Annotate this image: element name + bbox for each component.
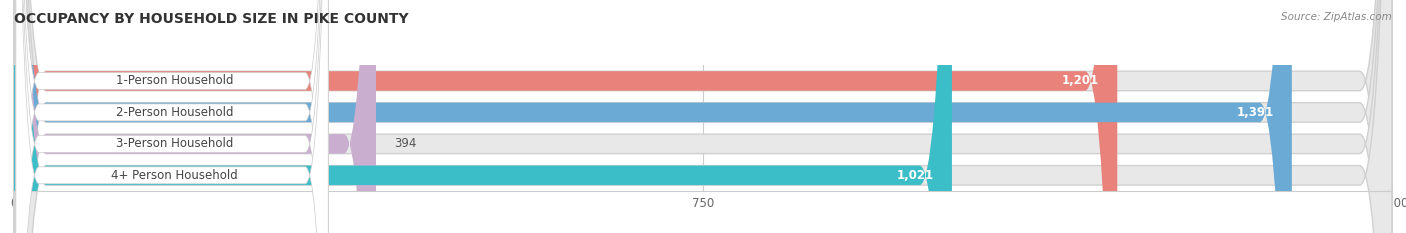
Text: Source: ZipAtlas.com: Source: ZipAtlas.com xyxy=(1281,12,1392,22)
FancyBboxPatch shape xyxy=(14,0,1392,233)
FancyBboxPatch shape xyxy=(14,0,1392,233)
Text: OCCUPANCY BY HOUSEHOLD SIZE IN PIKE COUNTY: OCCUPANCY BY HOUSEHOLD SIZE IN PIKE COUN… xyxy=(14,12,409,26)
Text: 2-Person Household: 2-Person Household xyxy=(117,106,233,119)
FancyBboxPatch shape xyxy=(15,0,328,233)
Text: 4+ Person Household: 4+ Person Household xyxy=(111,169,238,182)
FancyBboxPatch shape xyxy=(14,0,1392,233)
FancyBboxPatch shape xyxy=(14,0,952,233)
Text: 1,021: 1,021 xyxy=(897,169,934,182)
Text: 1,391: 1,391 xyxy=(1236,106,1274,119)
FancyBboxPatch shape xyxy=(15,0,328,233)
FancyBboxPatch shape xyxy=(15,0,328,233)
Text: 1-Person Household: 1-Person Household xyxy=(117,75,233,87)
FancyBboxPatch shape xyxy=(14,0,1392,233)
FancyBboxPatch shape xyxy=(14,0,1118,233)
Text: 1,201: 1,201 xyxy=(1062,75,1099,87)
Text: 3-Person Household: 3-Person Household xyxy=(117,137,233,150)
FancyBboxPatch shape xyxy=(14,0,375,233)
FancyBboxPatch shape xyxy=(15,0,328,233)
FancyBboxPatch shape xyxy=(14,0,1292,233)
Text: 394: 394 xyxy=(394,137,416,150)
